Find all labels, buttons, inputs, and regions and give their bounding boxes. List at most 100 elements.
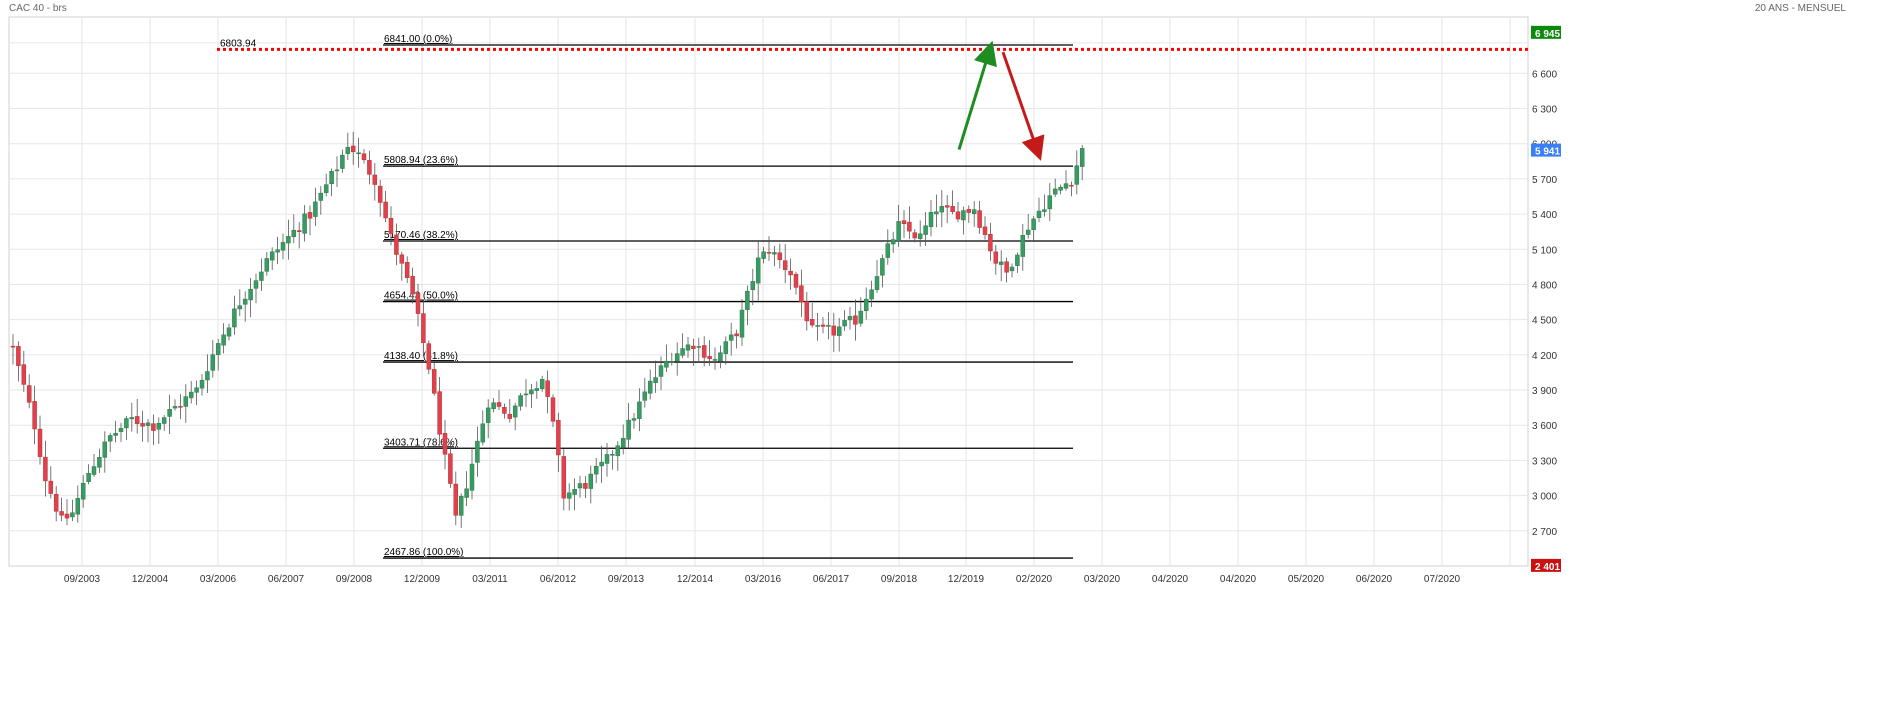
candle-down [912,232,918,239]
candle-up [226,327,232,337]
candle-down [442,432,448,455]
candle-up [107,435,113,442]
chart-range: 20 ANS - MENSUEL [1754,3,1846,14]
candle-up [772,252,777,255]
x-tick-label: 09/2018 [881,574,918,585]
x-tick-label: 03/2016 [745,574,782,585]
candle-up [334,169,340,172]
fib-level-label: 5170.46 (38.2%) [384,230,458,241]
candle-up [917,233,923,239]
y-tick-label: 3 600 [1532,421,1557,432]
candle-up [577,483,583,489]
last-value-tag-bg [1531,143,1561,157]
candle-up [674,353,680,362]
candle-down [134,416,140,424]
y-tick-label: 3 300 [1532,456,1557,467]
y-top-tag: 6 945 [1535,29,1560,40]
candle-up [739,309,745,338]
candle-up [259,271,264,281]
candle-down [431,369,437,394]
candle-up [998,261,1004,265]
y-tick-label: 4 800 [1532,280,1557,291]
candle-up [518,395,523,407]
candle-up [1063,183,1069,189]
candle-up [745,290,750,310]
candle-down [32,401,37,430]
candle-up [928,212,934,227]
candle-down [701,345,707,358]
candle-up [280,242,286,251]
x-tick-label: 12/2004 [132,574,169,585]
candle-down [782,260,788,271]
candle-up [723,341,729,354]
candle-up [858,310,864,324]
candle-down [448,453,453,484]
candle-down [988,234,993,252]
candle-down [788,270,793,276]
candle-up [1047,195,1053,210]
y-tick-label: 6 300 [1532,105,1557,116]
candle-up [680,348,685,356]
candle-down [561,456,567,499]
axes: 2 700 3 000 3 300 3 600 3 900 4 200 4 500 4 800… [64,69,1558,585]
candle-down [388,217,394,234]
arrow-up [957,40,997,150]
x-tick-label: 09/2003 [64,574,101,585]
candle-up [728,334,734,341]
candle-up [253,280,259,289]
candle-up [269,251,275,261]
candle-up [939,206,945,213]
candle-up [1009,266,1015,272]
candle-up [1015,254,1020,266]
candle-up [475,440,480,463]
x-tick-label: 12/2014 [677,574,714,585]
candle-down [550,397,556,422]
candle-down [16,346,21,366]
candle-up [156,423,162,430]
candle-up [971,209,977,215]
candle-up [1031,218,1036,230]
candle-up [286,236,291,244]
candle-down [831,325,837,336]
candle-down [394,234,399,255]
candle-down [307,212,313,219]
candle-up [183,396,189,407]
candle-up [1058,186,1063,191]
candle-up [469,463,475,491]
candle-down [982,226,988,235]
candle-up [291,229,297,237]
x-tick-label: 03/2011 [472,574,508,585]
candle-down [777,252,783,261]
candle-up [647,380,653,394]
candle-down [410,275,415,295]
candle-up [464,488,469,498]
candle-series [10,131,1085,528]
candle-up [113,432,118,436]
x-tick-label: 07/2020 [1424,574,1461,585]
candle-up [91,466,97,475]
y-tick-label: 3 900 [1532,386,1557,397]
candle-down [64,513,70,519]
candle-up [610,454,615,456]
candle-down [793,273,799,288]
candle-down [966,209,972,213]
y-bottom-tag-bg [1531,558,1561,572]
candle-up [161,417,167,424]
candle-up [264,258,270,272]
candle-down [399,254,405,264]
candle-down [437,391,442,435]
fibonacci-levels: 6841.00 (0.0%) 5808.94 (23.6%) 5170.46 (38… [383,34,1073,559]
candle-up [815,325,820,327]
candle-up [97,457,102,468]
candle-up [712,359,718,361]
candle-up [588,473,594,489]
candle-down [950,206,955,212]
candle-up [1025,229,1031,235]
y-tick-label: 4 200 [1532,351,1557,362]
candle-up [874,276,880,290]
candle-up [593,465,599,475]
x-tick-label: 04/2020 [1220,574,1257,585]
y-bottom-tag: 2 401 [1535,562,1560,573]
candle-down [496,402,502,407]
